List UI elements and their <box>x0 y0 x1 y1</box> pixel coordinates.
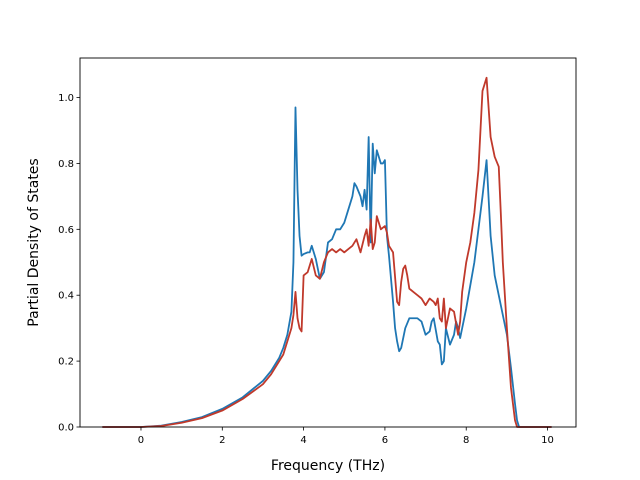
x-tick-label: 10 <box>541 435 554 446</box>
y-axis-label: Partial Density of States <box>26 158 42 326</box>
y-tick-label: 0.6 <box>58 225 74 236</box>
x-tick-label: 8 <box>463 435 469 446</box>
x-axis-label: Frequency (THz) <box>271 458 385 474</box>
x-tick-label: 2 <box>219 435 225 446</box>
y-tick-label: 0.8 <box>58 159 74 170</box>
x-axis-ticks: 0 2 4 6 8 10 <box>138 427 554 446</box>
series-line-1 <box>102 106 552 428</box>
y-axis-ticks: 0.0 0.2 0.4 0.6 0.8 1.0 <box>58 93 80 434</box>
plot-frame <box>79 57 577 428</box>
y-tick-label: 0.2 <box>58 357 74 368</box>
y-tick-label: 0.4 <box>58 291 74 302</box>
y-tick-label: 1.0 <box>58 93 74 104</box>
x-tick-label: 0 <box>138 435 144 446</box>
series-line-2 <box>102 76 552 428</box>
x-tick-label: 4 <box>300 435 306 446</box>
series-layer <box>102 76 552 428</box>
y-tick-label: 0.0 <box>58 423 74 434</box>
x-tick-label: 6 <box>382 435 388 446</box>
